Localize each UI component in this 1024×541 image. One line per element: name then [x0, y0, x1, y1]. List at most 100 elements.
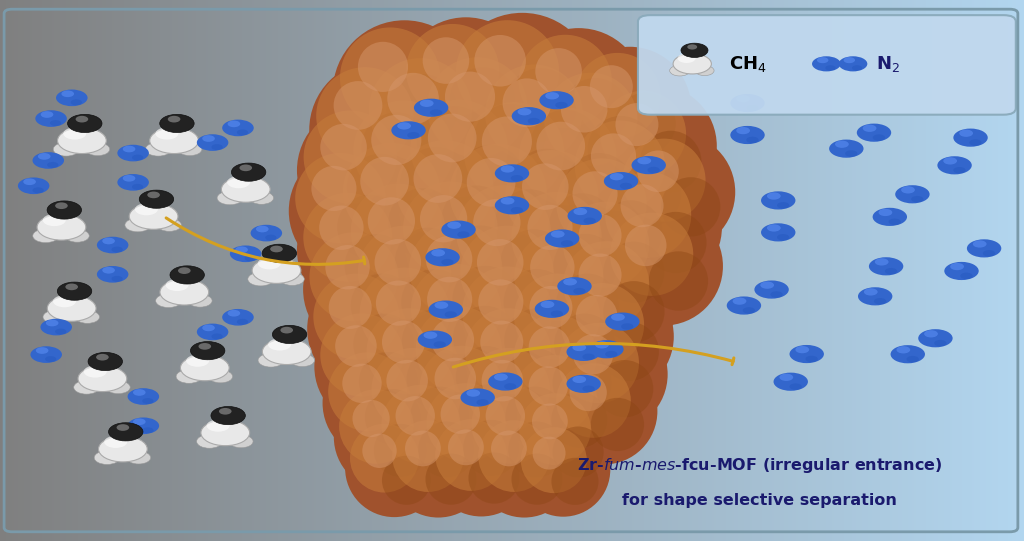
Ellipse shape — [350, 424, 419, 492]
Circle shape — [97, 237, 128, 253]
Circle shape — [199, 343, 211, 349]
Ellipse shape — [596, 360, 653, 417]
Circle shape — [895, 185, 930, 203]
Circle shape — [168, 116, 180, 122]
Ellipse shape — [505, 348, 566, 410]
Circle shape — [55, 328, 67, 334]
Circle shape — [430, 109, 442, 116]
Ellipse shape — [519, 393, 591, 465]
Circle shape — [755, 280, 788, 299]
Ellipse shape — [461, 226, 553, 319]
Ellipse shape — [465, 308, 551, 394]
Circle shape — [567, 207, 602, 225]
Ellipse shape — [361, 113, 431, 182]
Circle shape — [53, 142, 79, 156]
Circle shape — [555, 102, 567, 108]
Circle shape — [250, 192, 273, 204]
Circle shape — [441, 259, 454, 266]
Circle shape — [852, 65, 862, 71]
Ellipse shape — [351, 219, 484, 352]
Circle shape — [47, 162, 58, 168]
Ellipse shape — [461, 342, 580, 461]
Circle shape — [125, 218, 151, 232]
Circle shape — [458, 232, 470, 238]
Ellipse shape — [450, 144, 547, 241]
Circle shape — [858, 287, 892, 306]
Ellipse shape — [553, 426, 604, 478]
Ellipse shape — [456, 145, 525, 215]
Ellipse shape — [478, 57, 617, 197]
Ellipse shape — [504, 68, 578, 142]
Ellipse shape — [459, 385, 518, 444]
Ellipse shape — [569, 374, 607, 411]
Circle shape — [760, 281, 774, 289]
Circle shape — [418, 331, 452, 349]
Circle shape — [71, 100, 82, 105]
Ellipse shape — [454, 219, 587, 352]
Ellipse shape — [537, 122, 585, 170]
Circle shape — [197, 434, 222, 448]
Ellipse shape — [568, 47, 691, 170]
Circle shape — [879, 209, 892, 216]
Ellipse shape — [353, 101, 454, 201]
Ellipse shape — [519, 108, 616, 205]
Ellipse shape — [553, 317, 668, 432]
Circle shape — [66, 229, 89, 242]
Circle shape — [885, 268, 897, 274]
Ellipse shape — [480, 321, 523, 364]
Ellipse shape — [359, 268, 451, 358]
Circle shape — [78, 366, 127, 392]
Circle shape — [777, 202, 790, 209]
Circle shape — [50, 120, 61, 126]
Ellipse shape — [314, 307, 433, 426]
Ellipse shape — [538, 66, 671, 199]
Circle shape — [197, 134, 228, 151]
Circle shape — [924, 330, 938, 338]
Circle shape — [45, 356, 56, 362]
Circle shape — [98, 436, 147, 462]
Ellipse shape — [311, 166, 356, 211]
Ellipse shape — [615, 103, 658, 146]
Ellipse shape — [625, 225, 667, 266]
Ellipse shape — [442, 137, 582, 276]
Ellipse shape — [605, 172, 691, 258]
Circle shape — [891, 345, 925, 364]
Text: N$_2$: N$_2$ — [876, 54, 899, 74]
Circle shape — [829, 140, 863, 158]
Ellipse shape — [387, 74, 459, 146]
Ellipse shape — [399, 147, 472, 219]
Circle shape — [240, 164, 252, 171]
Ellipse shape — [468, 452, 519, 504]
Circle shape — [695, 65, 714, 76]
Circle shape — [573, 208, 587, 215]
Ellipse shape — [471, 385, 551, 464]
Circle shape — [872, 134, 885, 141]
Ellipse shape — [313, 274, 399, 360]
Circle shape — [178, 267, 190, 274]
Ellipse shape — [358, 352, 419, 411]
Ellipse shape — [552, 353, 612, 412]
Circle shape — [56, 89, 88, 106]
Circle shape — [424, 332, 437, 339]
Circle shape — [57, 128, 106, 154]
Ellipse shape — [463, 420, 519, 476]
Circle shape — [142, 427, 154, 433]
Circle shape — [227, 310, 241, 316]
Circle shape — [461, 388, 495, 407]
Circle shape — [35, 110, 67, 127]
Circle shape — [17, 177, 49, 194]
Ellipse shape — [649, 252, 709, 311]
Circle shape — [133, 389, 145, 396]
Circle shape — [773, 373, 808, 391]
Circle shape — [511, 175, 523, 182]
Ellipse shape — [403, 182, 498, 276]
Circle shape — [33, 152, 65, 169]
Circle shape — [637, 157, 651, 164]
Ellipse shape — [530, 245, 574, 289]
Ellipse shape — [396, 140, 494, 237]
Circle shape — [447, 222, 461, 229]
Circle shape — [68, 114, 102, 133]
Ellipse shape — [591, 398, 644, 451]
Circle shape — [61, 90, 74, 97]
Circle shape — [265, 235, 276, 241]
